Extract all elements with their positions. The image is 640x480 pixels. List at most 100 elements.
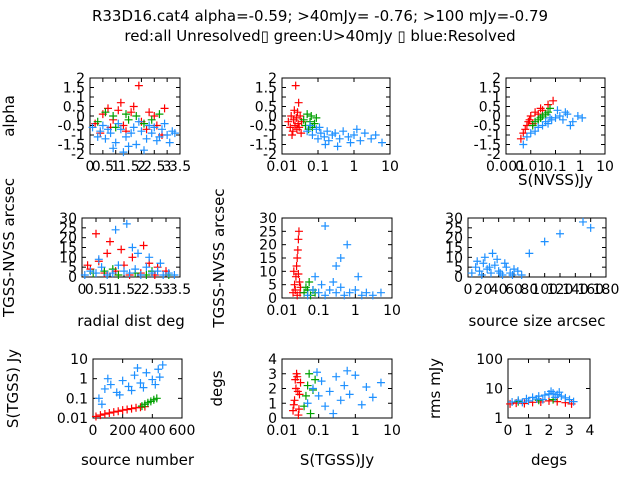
x-tick-label: 3.5 bbox=[169, 282, 191, 298]
x-axis-label: radial dist deg bbox=[77, 312, 185, 330]
subplot-2: 0.01 0.1 1 10-2-1.5-1-0.500.511.52 bbox=[250, 71, 399, 175]
figure-title: R33D16.cat4 alpha=-0.59; >40mJy= -0.76; … bbox=[91, 7, 549, 25]
data-point-blue bbox=[508, 271, 517, 280]
data-point-blue bbox=[522, 394, 531, 403]
y-tick-label: -1 bbox=[263, 128, 277, 144]
data-point-green bbox=[93, 117, 102, 126]
data-point-blue bbox=[170, 129, 179, 138]
data-point-blue bbox=[563, 110, 572, 119]
data-point-blue bbox=[345, 390, 354, 399]
data-point-blue bbox=[340, 291, 349, 300]
data-point-blue bbox=[343, 240, 352, 249]
data-point-blue bbox=[339, 127, 348, 136]
data-point-blue bbox=[329, 278, 338, 286]
data-point-blue bbox=[136, 379, 145, 388]
data-point-green bbox=[536, 113, 545, 122]
y-tick-label: 20 bbox=[445, 231, 463, 247]
y-tick-label: 5 bbox=[268, 278, 277, 294]
data-point-blue bbox=[487, 269, 495, 278]
data-point-red bbox=[294, 270, 303, 278]
data-point-blue bbox=[510, 265, 518, 274]
y-tick-label: 0.01 bbox=[57, 411, 88, 427]
data-point-blue bbox=[493, 255, 502, 264]
data-point-blue bbox=[332, 372, 341, 381]
x-tick-label: 1.5 bbox=[117, 159, 139, 175]
data-point-blue bbox=[553, 106, 562, 115]
x-tick-label: 0.01 bbox=[266, 159, 297, 175]
data-point-red bbox=[118, 406, 127, 415]
data-point-blue bbox=[317, 280, 326, 289]
data-point-blue bbox=[109, 144, 118, 153]
data-point-red bbox=[117, 245, 126, 254]
data-point-blue bbox=[569, 397, 578, 406]
data-point-blue bbox=[124, 142, 133, 151]
x-tick-label: 1 bbox=[576, 159, 585, 175]
x-tick-label: 1 bbox=[351, 423, 360, 439]
data-point-red bbox=[136, 403, 145, 412]
x-tick-label: 2.5 bbox=[141, 282, 163, 298]
data-point-blue bbox=[561, 108, 570, 117]
data-point-blue bbox=[508, 397, 517, 406]
figure-subtitle: red:all Unresolved▯ green:U>40mJy ▯ blue… bbox=[124, 27, 516, 45]
data-point-blue bbox=[376, 288, 385, 297]
data-point-red bbox=[553, 397, 562, 406]
data-point-blue bbox=[325, 286, 334, 294]
data-point-blue bbox=[94, 255, 103, 264]
data-point-red bbox=[506, 399, 515, 408]
data-point-blue bbox=[540, 391, 549, 400]
y-tick-label: -1.5 bbox=[250, 138, 277, 154]
data-point-blue bbox=[106, 380, 115, 389]
data-point-red bbox=[92, 229, 100, 238]
data-point-blue bbox=[165, 138, 174, 147]
x-tick-label: 40 bbox=[490, 282, 508, 298]
data-point-blue bbox=[557, 392, 566, 401]
x-tick-label: 60 bbox=[505, 282, 523, 298]
data-point-blue bbox=[111, 225, 120, 234]
data-point-blue bbox=[573, 112, 582, 120]
data-point-blue bbox=[170, 271, 179, 280]
y-tick-label: 10 bbox=[445, 250, 463, 266]
data-point-blue bbox=[555, 388, 564, 397]
y-tick-label: 0 bbox=[454, 270, 463, 286]
data-point-green bbox=[306, 409, 315, 418]
data-point-red bbox=[293, 246, 302, 254]
data-point-green bbox=[140, 119, 148, 128]
x-tick-label: 10 bbox=[596, 159, 614, 175]
data-point-red bbox=[289, 406, 298, 415]
data-point-blue bbox=[308, 131, 317, 139]
y-tick-label: -1.5 bbox=[58, 138, 85, 154]
y-tick-label: 2 bbox=[268, 382, 277, 398]
data-point-blue bbox=[350, 131, 358, 139]
data-point-blue bbox=[343, 366, 352, 375]
data-point-blue bbox=[128, 243, 137, 252]
data-point-blue bbox=[86, 267, 95, 276]
data-point-red bbox=[106, 237, 114, 246]
x-tick-label: 10 bbox=[383, 423, 401, 439]
data-point-blue bbox=[88, 123, 97, 132]
x-tick-label: 2.5 bbox=[143, 159, 165, 175]
data-point-green bbox=[114, 271, 123, 280]
y-tick-label: 0 bbox=[268, 291, 277, 307]
subplot-6: 0 20406080100120140160180051015202530sour… bbox=[445, 211, 619, 330]
data-point-blue bbox=[98, 121, 107, 130]
data-point-blue bbox=[368, 291, 377, 300]
x-tick-label: 3 bbox=[565, 423, 574, 439]
x-tick-label: 0.1 bbox=[544, 159, 566, 175]
y-tick-label: -2 bbox=[487, 147, 501, 163]
data-point-blue bbox=[164, 269, 173, 278]
data-point-blue bbox=[488, 249, 497, 258]
data-point-blue bbox=[150, 123, 159, 132]
x-tick-label: 120 bbox=[547, 282, 574, 298]
data-point-blue bbox=[312, 368, 321, 377]
data-point-green bbox=[299, 115, 308, 124]
data-point-blue bbox=[332, 262, 341, 270]
x-tick-label: 100 bbox=[531, 282, 558, 298]
data-point-red bbox=[516, 134, 525, 143]
x-tick-label: 180 bbox=[593, 282, 620, 298]
y-tick-label: 1.5 bbox=[479, 81, 501, 97]
data-point-blue bbox=[344, 132, 353, 141]
data-point-red bbox=[521, 125, 530, 134]
data-point-blue bbox=[145, 253, 154, 262]
y-tick-label: 5 bbox=[68, 260, 77, 276]
